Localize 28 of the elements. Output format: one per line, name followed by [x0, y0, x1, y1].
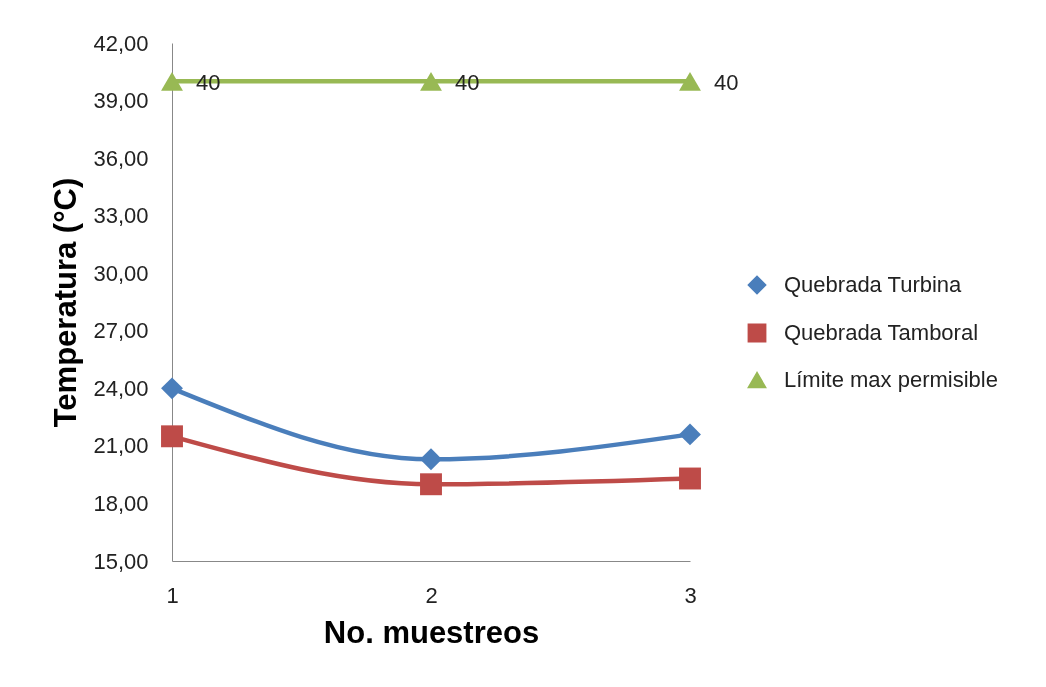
point — [679, 71, 701, 91]
y-tick-label: 24,00 — [93, 375, 149, 401]
y-tick-label: 27,00 — [93, 318, 149, 344]
x-tick-label: 1 — [166, 582, 179, 608]
point — [161, 71, 183, 91]
point — [420, 473, 442, 496]
point — [679, 423, 701, 446]
y-tick-label: 18,00 — [93, 490, 149, 516]
y-tick-label: 39,00 — [93, 88, 149, 114]
legend-label: Límite max permisible — [784, 367, 998, 392]
y-tick-label: 33,00 — [93, 203, 149, 229]
point — [161, 425, 183, 448]
y-tick-label: 42,00 — [93, 30, 149, 56]
y-tick-label: 36,00 — [93, 145, 149, 171]
point — [161, 377, 183, 400]
data-label: 40 — [714, 70, 739, 96]
y-tick-label: 21,00 — [93, 433, 149, 459]
legend-label: Quebrada Turbina — [784, 272, 963, 297]
y-tick-label: 15,00 — [93, 548, 149, 574]
y-tick-label: 30,00 — [93, 260, 149, 286]
point — [679, 467, 701, 490]
point — [420, 71, 442, 91]
x-tick-label: 2 — [425, 582, 438, 608]
x-tick-label: 3 — [684, 582, 697, 608]
y-axis-title: Temperatura (°C) — [48, 177, 84, 428]
point — [420, 448, 442, 471]
legend-label: Quebrada Tamboral — [784, 320, 979, 345]
x-axis-title: No. muestreos — [323, 614, 540, 650]
